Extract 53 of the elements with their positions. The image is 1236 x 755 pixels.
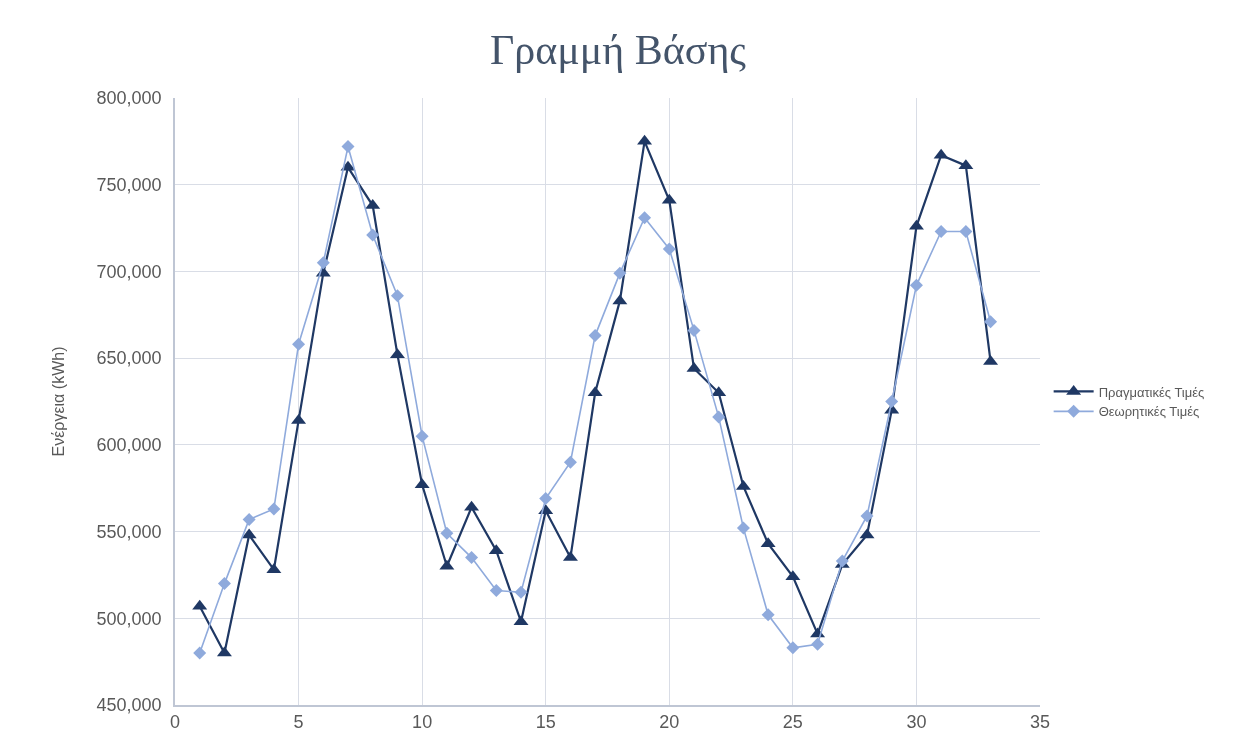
x-tick-label: 15 xyxy=(535,712,556,733)
point xyxy=(712,410,726,424)
y-tick-label: 750,000 xyxy=(96,175,162,196)
y-axis-title: Ενέργεια (kWh) xyxy=(49,346,67,457)
point xyxy=(687,323,701,337)
y-tick-label: 500,000 xyxy=(96,608,162,629)
point xyxy=(909,278,923,292)
point xyxy=(959,225,973,239)
legend-label: Θεωρητικές Τιμές xyxy=(1098,404,1200,420)
x-tick-label: 20 xyxy=(659,712,680,733)
x-tick-label: 10 xyxy=(412,712,433,733)
point xyxy=(563,455,577,469)
y-tick-label: 550,000 xyxy=(96,521,162,542)
point xyxy=(761,608,775,622)
legend-label: Πραγματικές Τιμές xyxy=(1098,384,1205,400)
point xyxy=(193,646,207,660)
x-tick-label: 5 xyxy=(293,712,304,733)
point xyxy=(736,521,750,535)
x-tick-label: 25 xyxy=(782,712,803,733)
point xyxy=(217,577,231,591)
point xyxy=(316,256,330,270)
point xyxy=(415,429,429,443)
x-tick-label: 35 xyxy=(1029,712,1051,733)
point xyxy=(267,502,281,516)
point xyxy=(539,492,553,506)
point xyxy=(934,225,948,239)
point xyxy=(341,140,355,154)
point xyxy=(662,242,676,256)
point xyxy=(292,337,306,351)
y-tick-label: 800,000 xyxy=(96,88,162,109)
point xyxy=(786,641,800,655)
point xyxy=(465,551,479,565)
x-tick-label: 30 xyxy=(906,712,927,733)
point xyxy=(514,585,528,599)
point xyxy=(588,329,602,343)
point xyxy=(613,266,627,280)
point xyxy=(390,289,404,303)
point xyxy=(885,395,899,408)
y-tick-label: 450,000 xyxy=(96,695,162,716)
point xyxy=(860,509,874,523)
x-tick-label: 0 xyxy=(169,712,181,733)
chart-title: Γραμμή Βάσης xyxy=(490,26,747,73)
point xyxy=(811,637,825,651)
point xyxy=(835,554,849,568)
y-tick-label: 700,000 xyxy=(96,261,162,282)
y-tick-label: 650,000 xyxy=(96,348,162,369)
point xyxy=(440,526,454,540)
point xyxy=(489,584,503,598)
point xyxy=(984,315,998,329)
point xyxy=(638,211,652,225)
point xyxy=(366,228,380,242)
y-tick-label: 600,000 xyxy=(96,435,162,456)
point xyxy=(242,512,256,526)
